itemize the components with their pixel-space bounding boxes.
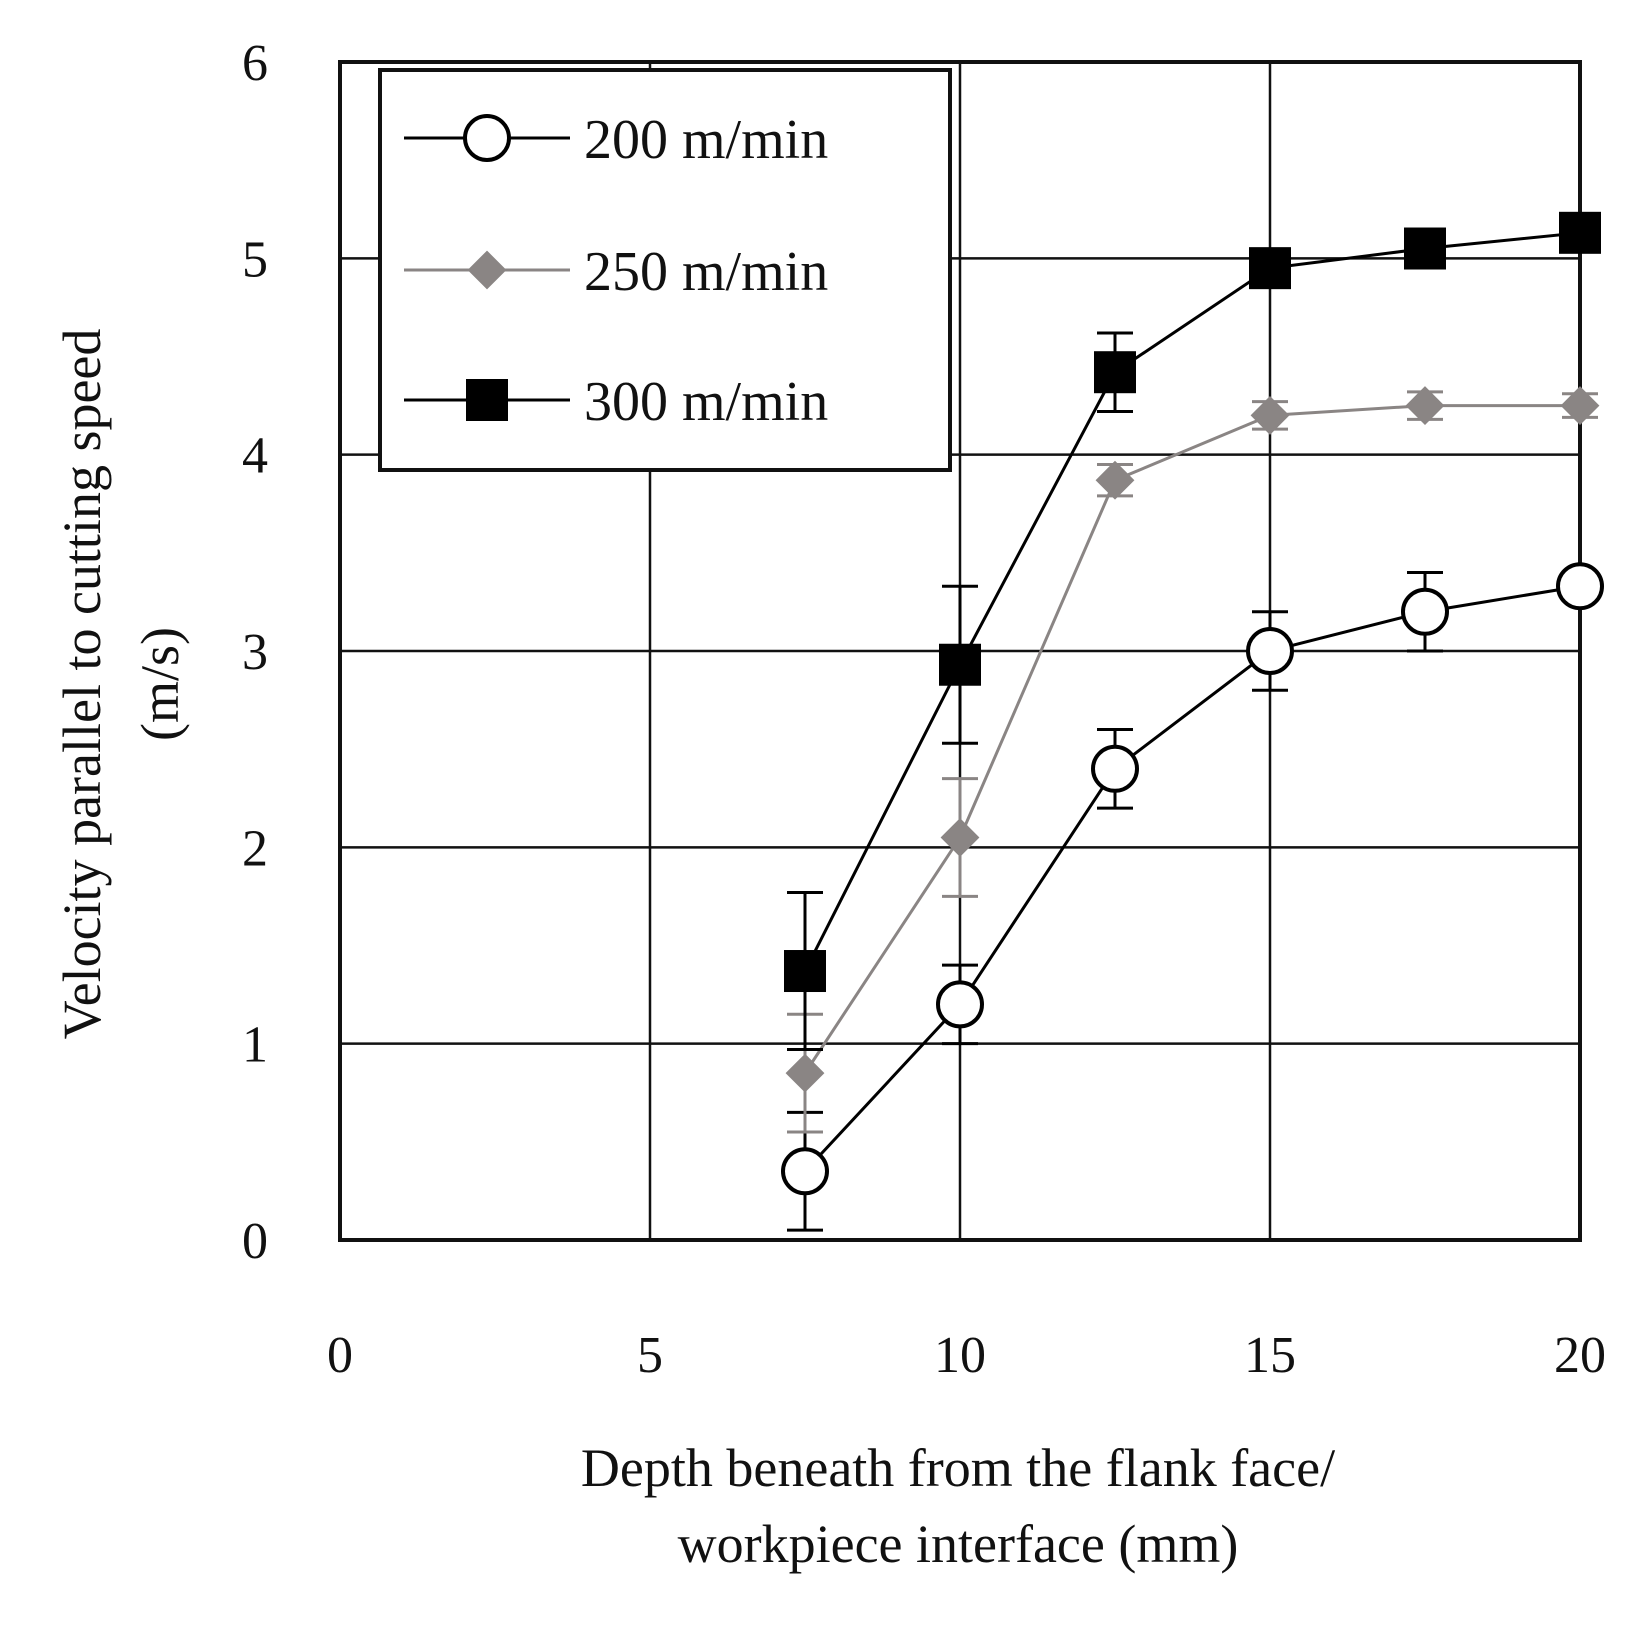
y-axis-title-line-2: (m/s)	[130, 627, 190, 741]
data-point	[1404, 227, 1446, 270]
data-point	[1559, 211, 1601, 254]
y-tick-label: 0	[242, 1213, 268, 1270]
data-point	[939, 643, 981, 686]
y-tick-label: 2	[242, 820, 268, 877]
x-tick-label: 20	[1554, 1327, 1606, 1384]
series-line	[803, 231, 1581, 972]
data-point	[1246, 627, 1294, 675]
series-line	[803, 404, 1580, 1074]
tick-labels: 0 1 2 3 4 5 6 0 5 10 15 20	[242, 35, 1606, 1384]
x-tick-label: 0	[327, 1327, 353, 1384]
series-diamond	[785, 386, 1600, 1134]
series-square	[784, 211, 1601, 1052]
data-point	[936, 980, 984, 1029]
data-point	[1094, 351, 1136, 394]
legend-label: 300 m/min	[584, 371, 828, 433]
x-tick-label: 5	[637, 1327, 663, 1384]
x-axis-title-line-2: workpiece interface (mm)	[678, 1514, 1239, 1574]
y-axis-title-line-1: Velocity parallel to cutting speed	[52, 329, 112, 1040]
plot-border	[338, 60, 1582, 1242]
data-point	[1405, 386, 1445, 425]
data-point	[781, 1147, 829, 1196]
data-point	[1401, 587, 1449, 636]
series-layer	[781, 211, 1604, 1232]
x-tick-label: 15	[1244, 1327, 1296, 1384]
plot-frame	[338, 60, 1582, 1242]
data-point	[1250, 395, 1290, 435]
data-point	[940, 818, 980, 857]
data-point	[1560, 386, 1600, 425]
series-line	[803, 584, 1581, 1173]
data-point	[785, 1053, 825, 1093]
series-circle-open	[781, 562, 1604, 1232]
legend-marker	[466, 379, 508, 421]
legend-label: 250 m/min	[584, 241, 828, 303]
y-tick-label: 3	[242, 624, 268, 681]
legend: 200 m/min 250 m/min 300 m/min	[378, 68, 952, 472]
y-tick-label: 6	[242, 35, 268, 92]
legend-marker	[467, 250, 507, 290]
data-point	[1091, 744, 1139, 793]
y-tick-label: 5	[242, 231, 268, 288]
data-point	[1095, 460, 1135, 500]
legend-marker	[463, 114, 511, 162]
data-point	[1249, 247, 1291, 290]
x-axis-title-line-1: Depth beneath from the flank face/	[581, 1438, 1335, 1498]
legend-label: 200 m/min	[584, 109, 828, 171]
data-point	[1556, 562, 1604, 611]
x-tick-label: 10	[934, 1327, 986, 1384]
data-point	[784, 950, 826, 993]
y-tick-label: 4	[242, 428, 268, 485]
y-tick-label: 1	[242, 1017, 268, 1074]
